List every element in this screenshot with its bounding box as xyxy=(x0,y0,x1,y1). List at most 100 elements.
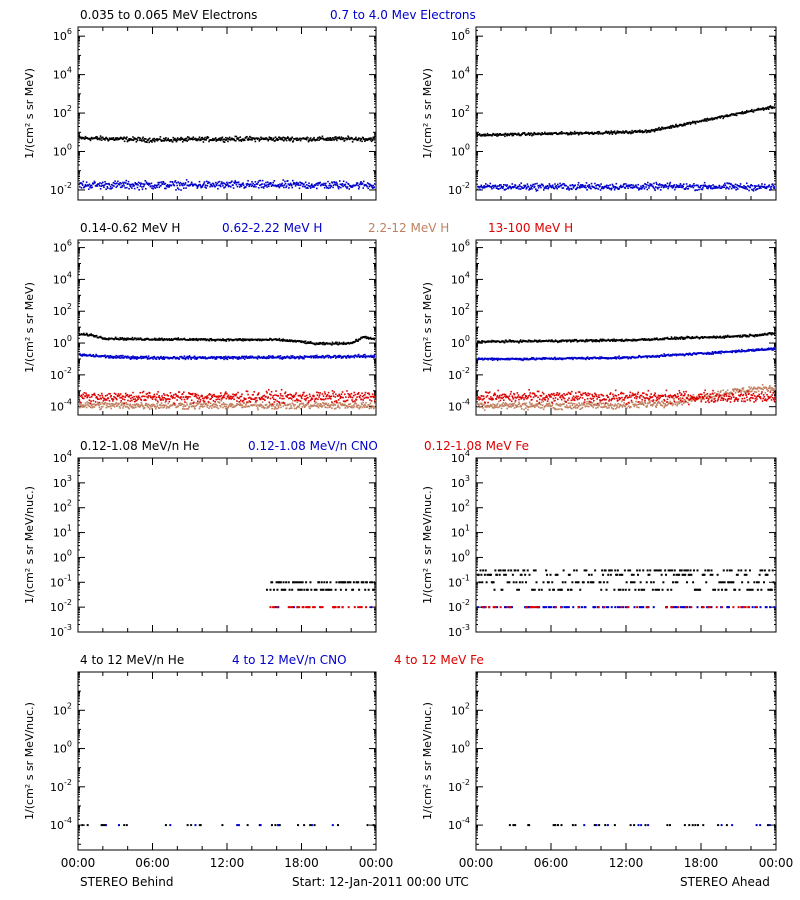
y-tick-exponent: 0 xyxy=(465,334,470,343)
data-point xyxy=(302,185,304,188)
data-point xyxy=(703,119,705,122)
data-point xyxy=(766,107,768,109)
data-point xyxy=(79,401,81,403)
data-point xyxy=(311,398,314,400)
data-point xyxy=(300,341,302,344)
data-point xyxy=(676,124,678,127)
data-point xyxy=(208,181,211,184)
data-point xyxy=(121,356,124,359)
data-point xyxy=(299,403,301,405)
data-point xyxy=(280,138,283,141)
data-point xyxy=(517,133,519,136)
data-point xyxy=(264,185,266,187)
data-point xyxy=(244,355,247,358)
data-point xyxy=(674,125,677,127)
data-point xyxy=(285,340,288,342)
data-point xyxy=(670,185,673,188)
data-point xyxy=(90,137,92,140)
data-point xyxy=(694,121,696,124)
data-point xyxy=(146,395,148,398)
data-point xyxy=(284,392,286,395)
data-point xyxy=(276,138,278,140)
data-point xyxy=(278,185,280,188)
data-point xyxy=(296,182,299,185)
data-point xyxy=(278,355,281,358)
data-point xyxy=(255,185,257,188)
data-point xyxy=(321,393,324,395)
data-point xyxy=(301,182,304,185)
data-point xyxy=(174,356,176,359)
data-point xyxy=(270,182,272,185)
data-point xyxy=(104,394,107,397)
data-point xyxy=(248,138,251,141)
data-point xyxy=(266,407,268,409)
data-point xyxy=(181,137,183,140)
data-point xyxy=(319,181,321,184)
data-point xyxy=(731,184,733,187)
data-point xyxy=(721,115,724,118)
data-point xyxy=(298,404,301,406)
data-point xyxy=(212,357,214,360)
data-point xyxy=(351,141,354,143)
data-point xyxy=(705,185,708,188)
data-point xyxy=(210,183,213,186)
data-point xyxy=(307,184,310,187)
data-point xyxy=(342,137,344,139)
data-point xyxy=(304,342,306,344)
data-point xyxy=(207,400,210,403)
data-point xyxy=(770,185,773,188)
data-point xyxy=(231,406,234,409)
data-point xyxy=(279,403,281,405)
data-point xyxy=(374,399,375,402)
data-point xyxy=(587,186,590,189)
data-point xyxy=(291,402,294,405)
data-point xyxy=(560,130,563,133)
data-point xyxy=(327,397,329,400)
data-point xyxy=(346,137,349,140)
data-point xyxy=(347,396,350,399)
data-point xyxy=(653,128,655,131)
data-point xyxy=(717,186,720,189)
data-point xyxy=(369,139,372,141)
data-point xyxy=(131,356,134,359)
data-point xyxy=(565,184,568,187)
data-point xyxy=(142,395,144,397)
data-point xyxy=(753,185,756,187)
data-point xyxy=(584,184,587,187)
data-point xyxy=(309,185,311,188)
data-point xyxy=(740,111,743,114)
data-point xyxy=(716,117,718,120)
data-point xyxy=(652,129,655,132)
data-point xyxy=(314,354,317,357)
data-point xyxy=(369,137,371,140)
data-point xyxy=(82,333,85,336)
data-point xyxy=(236,339,239,342)
data-point xyxy=(669,181,672,184)
data-point xyxy=(213,338,216,341)
data-point xyxy=(171,141,174,143)
data-point xyxy=(365,184,368,187)
data-point xyxy=(210,407,213,409)
data-point xyxy=(321,342,324,344)
data-point xyxy=(590,187,592,190)
data-point xyxy=(136,338,139,341)
data-point xyxy=(681,184,684,187)
data-point xyxy=(164,139,166,142)
data-point xyxy=(232,404,234,406)
data-point xyxy=(544,131,546,134)
data-point xyxy=(181,403,183,406)
data-point xyxy=(754,186,757,189)
data-point xyxy=(647,184,650,187)
data-point xyxy=(727,182,730,185)
data-point xyxy=(304,185,306,188)
data-point xyxy=(264,138,267,140)
data-point xyxy=(168,406,171,409)
data-point xyxy=(180,398,183,401)
data-point xyxy=(362,137,365,139)
data-point xyxy=(133,338,135,340)
legend-entry: 0.7 to 4.0 Mev Electrons xyxy=(330,8,476,22)
data-point xyxy=(93,180,96,183)
data-point xyxy=(577,133,580,136)
data-point xyxy=(111,398,114,400)
data-point xyxy=(254,183,256,186)
